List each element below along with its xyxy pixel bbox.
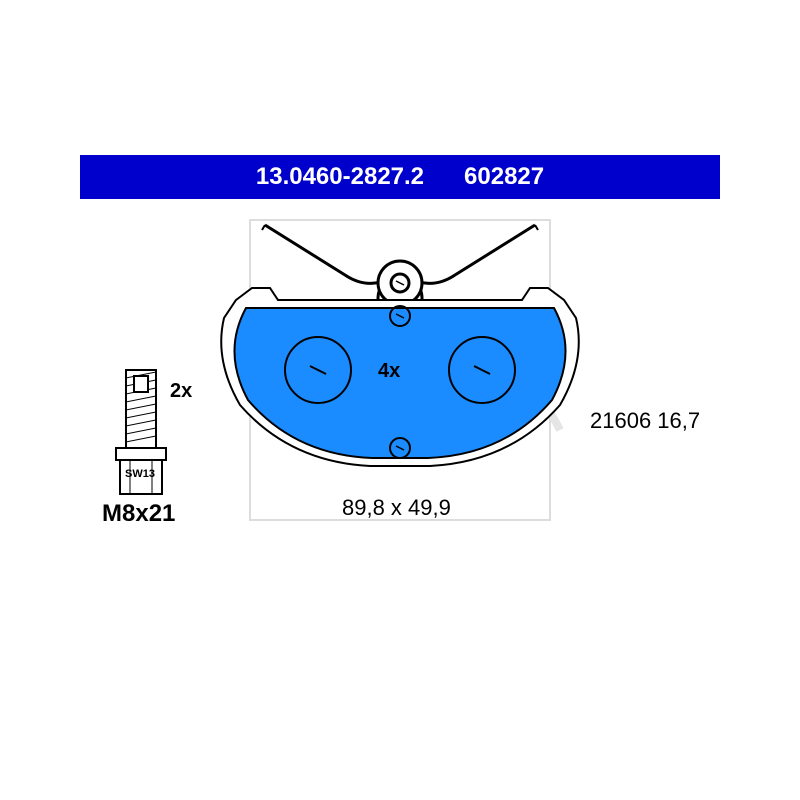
diagram-canvas: 13.0460-2827.2 602827 <box>0 0 800 800</box>
pad-qty-label: 4x <box>378 360 400 383</box>
bolt-qty-label: 2x <box>170 380 192 403</box>
pad-side-label: 21606 16,7 <box>590 408 700 434</box>
diagram-svg <box>0 0 800 800</box>
bolt-size-label: M8x21 <box>102 500 175 528</box>
pad-dimensions-label: 89,8 x 49,9 <box>342 495 451 521</box>
bolt-hex-label: SW13 <box>125 468 155 480</box>
